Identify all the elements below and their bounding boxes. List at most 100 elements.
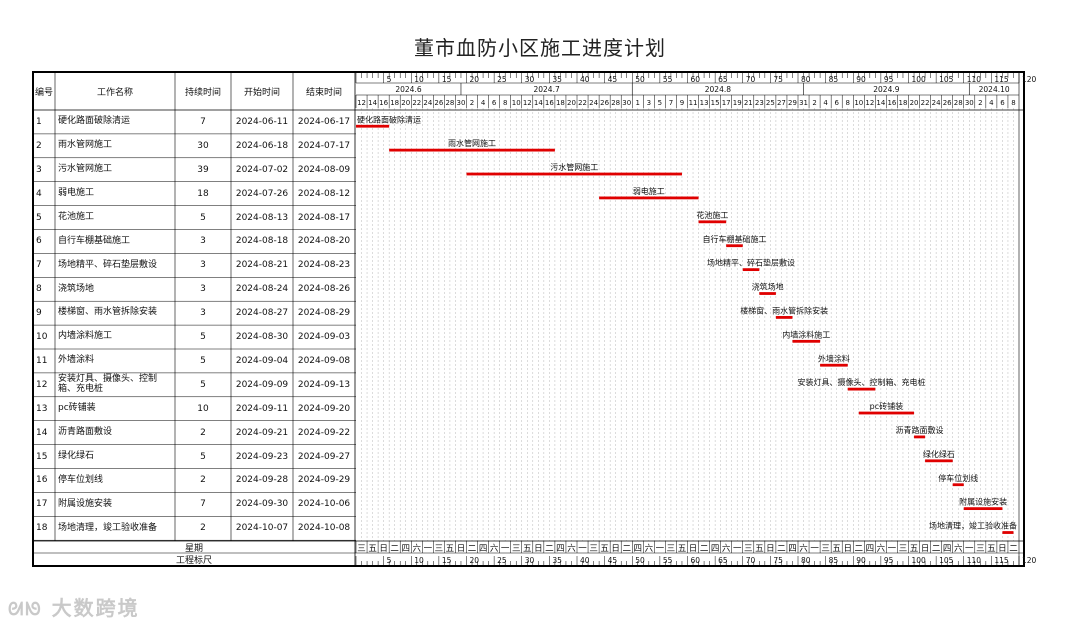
day-label: 4 xyxy=(989,99,994,107)
task-name: 硬化路面破除清运 xyxy=(58,116,131,127)
table-row: 9 楼梯窗、雨水管拆除安装 3 2024-08-27 2024-08-29 xyxy=(0,301,350,325)
header-start: 开始时间 xyxy=(243,88,280,98)
month-label: 2024.6 xyxy=(395,85,421,94)
weekday-label: 一 xyxy=(656,544,665,554)
weekday-label: 二 xyxy=(777,544,786,554)
task-id: 6 xyxy=(36,236,42,247)
day-label: 22 xyxy=(578,99,587,107)
table-row: 5 花池施工 5 2024-08-13 2024-08-17 xyxy=(0,206,350,230)
scale-tick-label: 30 xyxy=(525,75,535,84)
weekday-label: 二 xyxy=(622,544,631,554)
scale-tick-label: 5 xyxy=(387,75,392,84)
task-end: 2024-09-29 xyxy=(297,475,351,486)
weekday-label: 一 xyxy=(733,544,742,554)
header-name: 工作名称 xyxy=(96,88,133,98)
day-label: 28 xyxy=(445,99,454,107)
day-label: 25 xyxy=(766,99,775,107)
day-label: 8 xyxy=(1011,99,1015,107)
weekday-label: 三 xyxy=(357,544,366,554)
task-end: 2024-08-09 xyxy=(297,164,351,175)
task-bar xyxy=(925,459,953,463)
table-row: 18 场地清理，竣工验收准备 2 2024-10-07 2024-10-08 xyxy=(0,516,350,540)
day-label: 2 xyxy=(978,99,982,107)
task-bar-label: 浇筑场地 xyxy=(752,282,784,292)
day-label: 27 xyxy=(777,99,786,107)
day-label: 10 xyxy=(512,99,521,107)
page-title: 董市血防小区施工进度计划 xyxy=(414,36,666,60)
task-bar-label: 自行车棚基础施工 xyxy=(702,234,766,244)
weekday-label: 一 xyxy=(810,544,819,554)
scale-tick-label: 35 xyxy=(552,75,562,84)
table-row: 4 弱电施工 18 2024-07-26 2024-08-12 xyxy=(0,182,350,206)
weekday-label: 四 xyxy=(479,544,488,554)
footer-scale-tick-label: 120 xyxy=(1022,556,1037,565)
day-label: 30 xyxy=(622,99,631,107)
weekday-label: 四 xyxy=(866,544,875,554)
weekday-label: 一 xyxy=(888,544,897,554)
footer-scale-tick-label: 50 xyxy=(635,556,645,565)
day-label: 11 xyxy=(689,99,698,107)
scale-tick-label: 110 xyxy=(967,75,982,84)
task-name: 雨水管网施工 xyxy=(58,140,113,151)
table-row: 15 绿化绿石 5 2024-09-23 2024-09-27 xyxy=(0,445,350,469)
weekday-label: 一 xyxy=(424,544,433,554)
task-name: 内墙涂料施工 xyxy=(58,331,113,342)
task-bar-label: 场地精平、碎石垫层敷设 xyxy=(707,258,795,268)
scale-tick-label: 40 xyxy=(580,75,590,84)
task-bar xyxy=(858,411,915,415)
task-bar-label: 污水管网施工 xyxy=(550,162,598,172)
day-label: 8 xyxy=(503,99,507,107)
weekday-label: 五 xyxy=(678,544,687,554)
footer-scale-tick-label: 90 xyxy=(856,556,866,565)
footer-scale-tick-label: 105 xyxy=(939,556,954,565)
month-label: 2024.7 xyxy=(533,85,559,94)
task-start: 2024-09-30 xyxy=(235,499,289,510)
task-end: 2024-09-08 xyxy=(297,355,351,366)
header-id: 编号 xyxy=(34,88,53,98)
day-label: 16 xyxy=(545,99,554,107)
task-name: 附属设施安装 xyxy=(58,498,113,509)
weekday-label: 二 xyxy=(855,544,864,554)
day-label: 29 xyxy=(788,99,797,107)
header-duration: 持续时间 xyxy=(184,88,221,98)
task-start: 2024-08-30 xyxy=(235,332,289,343)
task-id: 14 xyxy=(36,427,48,438)
weekday-label: 日 xyxy=(998,544,1007,554)
day-label: 8 xyxy=(845,99,849,107)
task-name: 自行车棚基础施工 xyxy=(58,235,131,246)
task-start: 2024-09-23 xyxy=(235,451,289,462)
task-start: 2024-09-04 xyxy=(235,355,289,366)
table-row: 17 附属设施安装 7 2024-09-30 2024-10-06 xyxy=(0,492,350,516)
day-label: 7 xyxy=(669,99,673,107)
day-label: 2 xyxy=(470,99,474,107)
task-bar xyxy=(820,363,848,367)
task-name: 安装灯具、摄像头、控制箱、充电桩 xyxy=(58,374,158,394)
task-bar xyxy=(963,507,1003,511)
table-row: 7 场地精平、碎石垫层敷设 3 2024-08-21 2024-08-23 xyxy=(0,253,350,277)
task-end: 2024-08-20 xyxy=(297,236,351,247)
weekday-label: 二 xyxy=(468,544,477,554)
weekday-label: 五 xyxy=(832,544,841,554)
footer-weekday-label: 星期 xyxy=(184,543,203,554)
scale-tick-label: 65 xyxy=(718,75,728,84)
day-label: 18 xyxy=(899,99,908,107)
task-bar-label: pc砖铺装 xyxy=(870,401,903,411)
table-row: 10 内墙涂料施工 5 2024-08-30 2024-09-03 xyxy=(0,325,350,349)
weekday-label: 二 xyxy=(545,544,554,554)
day-label: 12 xyxy=(357,99,366,107)
task-bar xyxy=(742,268,760,272)
task-name: 场地精平、碎石垫层敷设 xyxy=(58,259,158,270)
weekday-label: 五 xyxy=(523,544,532,554)
task-start: 2024-09-11 xyxy=(235,403,289,414)
day-label: 5 xyxy=(658,99,662,107)
day-label: 16 xyxy=(887,99,896,107)
watermark-text: 大数跨境 xyxy=(51,596,140,620)
footer-scale-tick-label: 15 xyxy=(442,556,452,565)
day-label: 6 xyxy=(492,99,497,107)
weekday-label: 五 xyxy=(987,544,996,554)
weekday-label: 日 xyxy=(843,544,852,554)
task-id: 10 xyxy=(36,332,48,343)
weekday-label: 六 xyxy=(490,543,499,554)
task-bar-label: 花池施工 xyxy=(696,210,728,220)
task-bar xyxy=(952,483,964,487)
